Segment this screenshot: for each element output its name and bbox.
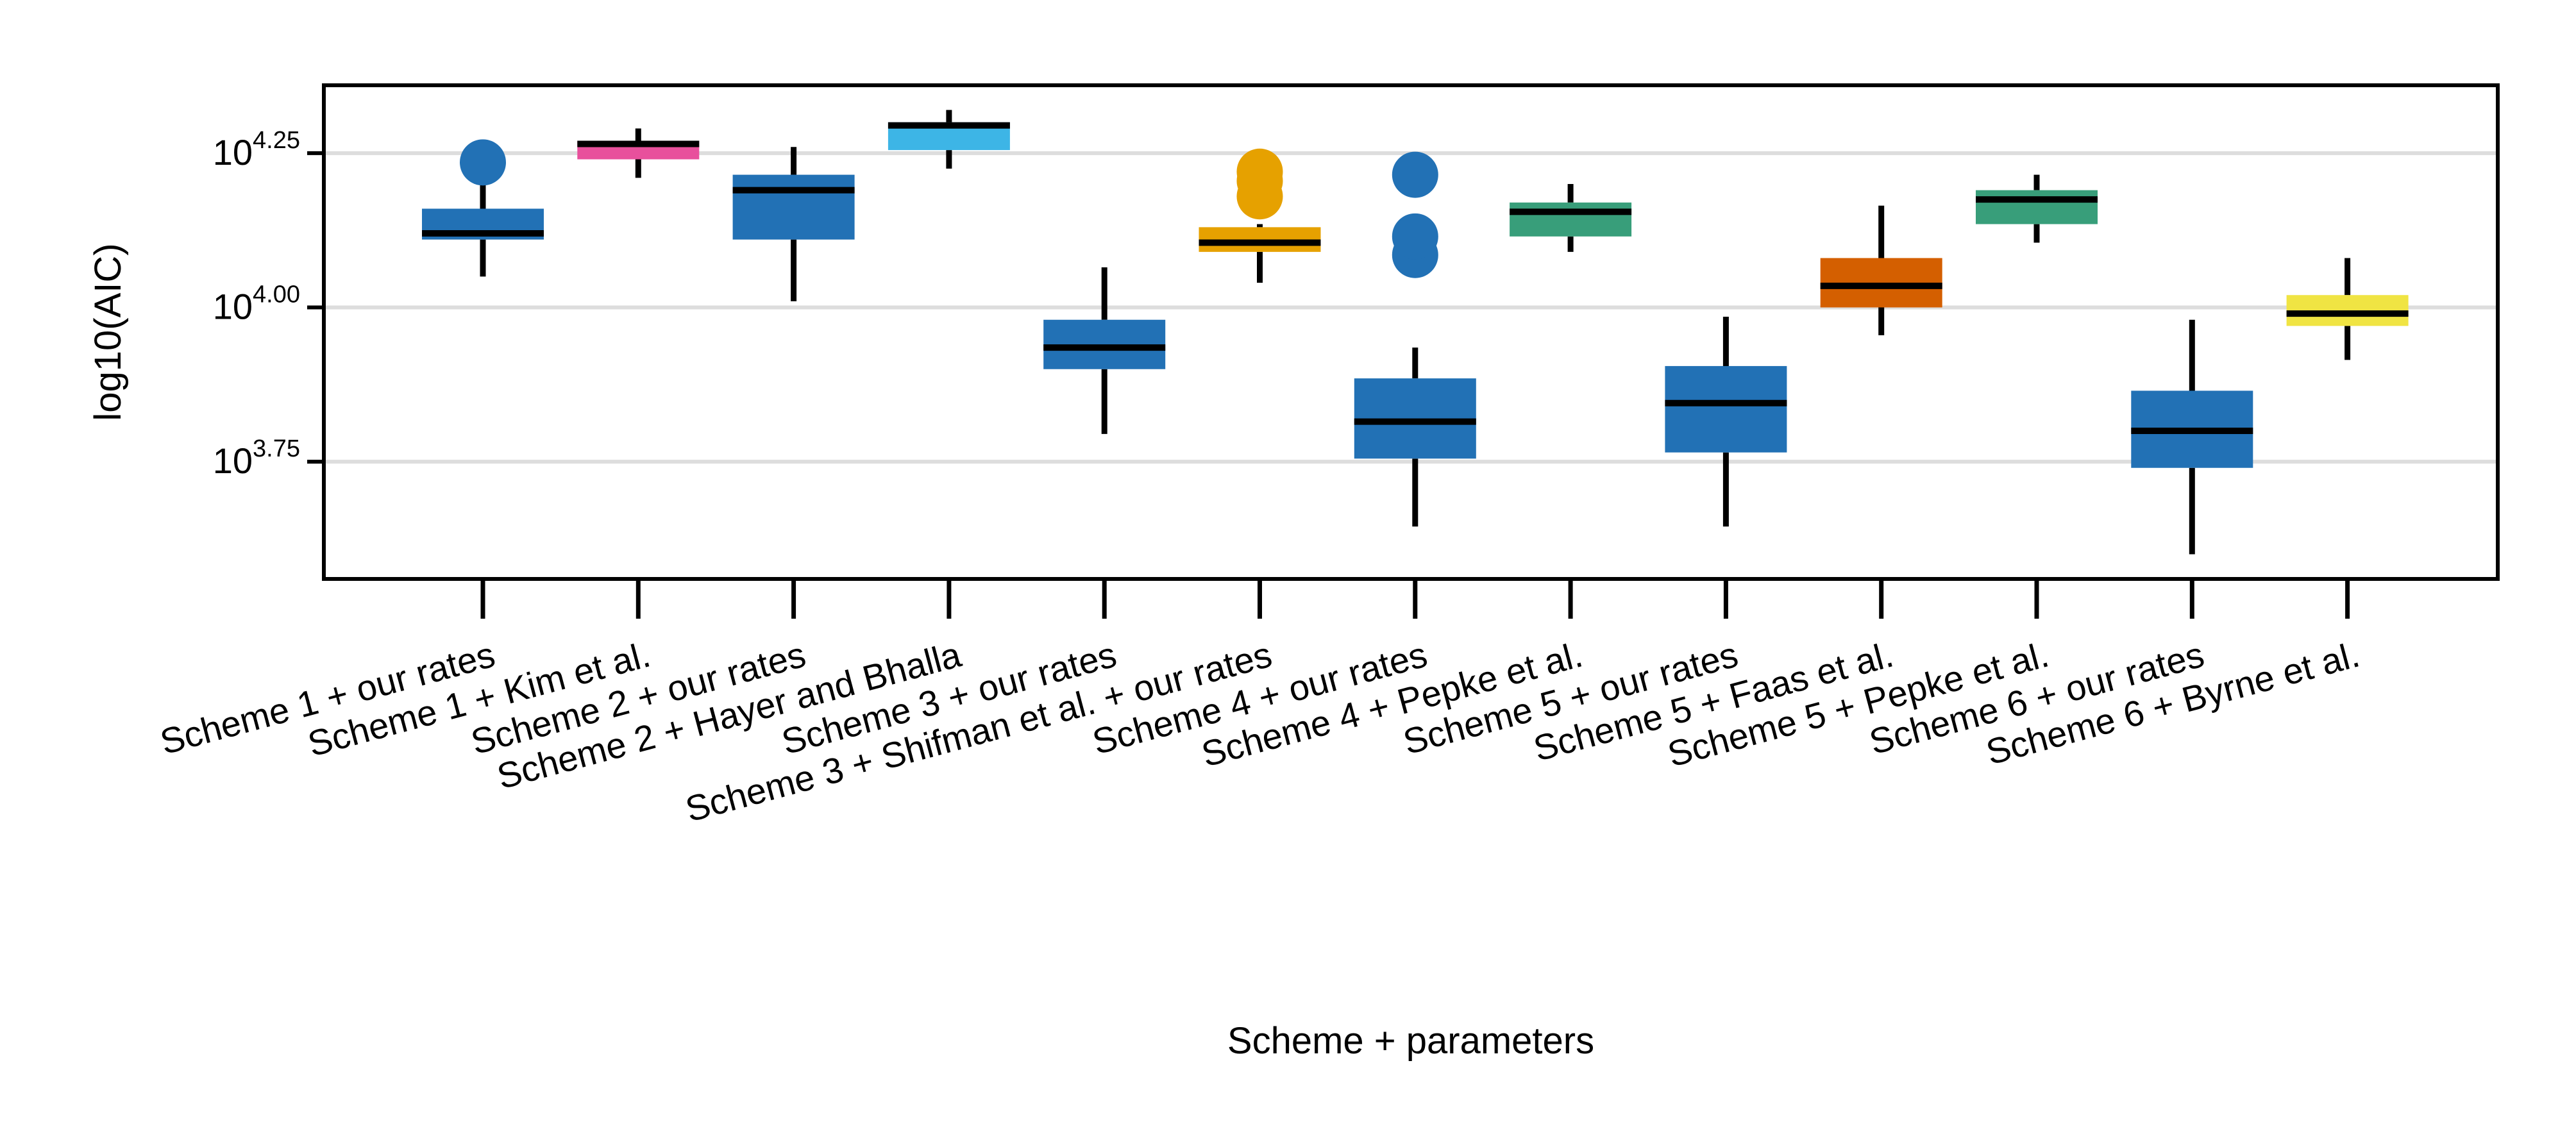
box-group (422, 139, 544, 277)
box-group (1199, 148, 1321, 283)
box-group (1043, 267, 1166, 434)
box-group (577, 128, 700, 178)
box-body (1665, 365, 1787, 453)
y-tick-base: 10 (213, 287, 253, 327)
outlier-point (460, 139, 506, 186)
box-group (1820, 205, 1942, 335)
x-axis-title: Scheme + parameters (1227, 1020, 1594, 1062)
box-group (1976, 174, 2098, 243)
y-tick-exponent: 4.25 (253, 127, 300, 154)
plot-area-frame (322, 83, 2500, 581)
y-tick-base: 10 (213, 132, 253, 172)
y-tick-label: 104.25 (213, 127, 300, 172)
box-group (888, 110, 1010, 169)
outlier-point (1392, 151, 1438, 198)
outlier-point (1236, 148, 1283, 195)
box-group (1354, 151, 1476, 527)
y-axis-title: log10(AIC) (87, 243, 129, 421)
y-tick-exponent: 3.75 (253, 435, 300, 462)
y-tick-label: 104.00 (213, 281, 300, 327)
boxes-layer (422, 110, 2409, 555)
box-group (732, 147, 855, 301)
y-tick-exponent: 4.00 (253, 281, 300, 308)
box-group (2131, 319, 2253, 555)
box-group (2286, 258, 2409, 360)
box-body (1976, 190, 2098, 224)
box-group (1510, 184, 1632, 252)
box-body (732, 174, 855, 240)
box-group (1665, 316, 1787, 527)
box-body (1510, 202, 1632, 237)
y-tick-base: 10 (213, 440, 253, 481)
y-tick-label: 103.75 (213, 435, 300, 481)
outlier-point (1392, 213, 1438, 260)
